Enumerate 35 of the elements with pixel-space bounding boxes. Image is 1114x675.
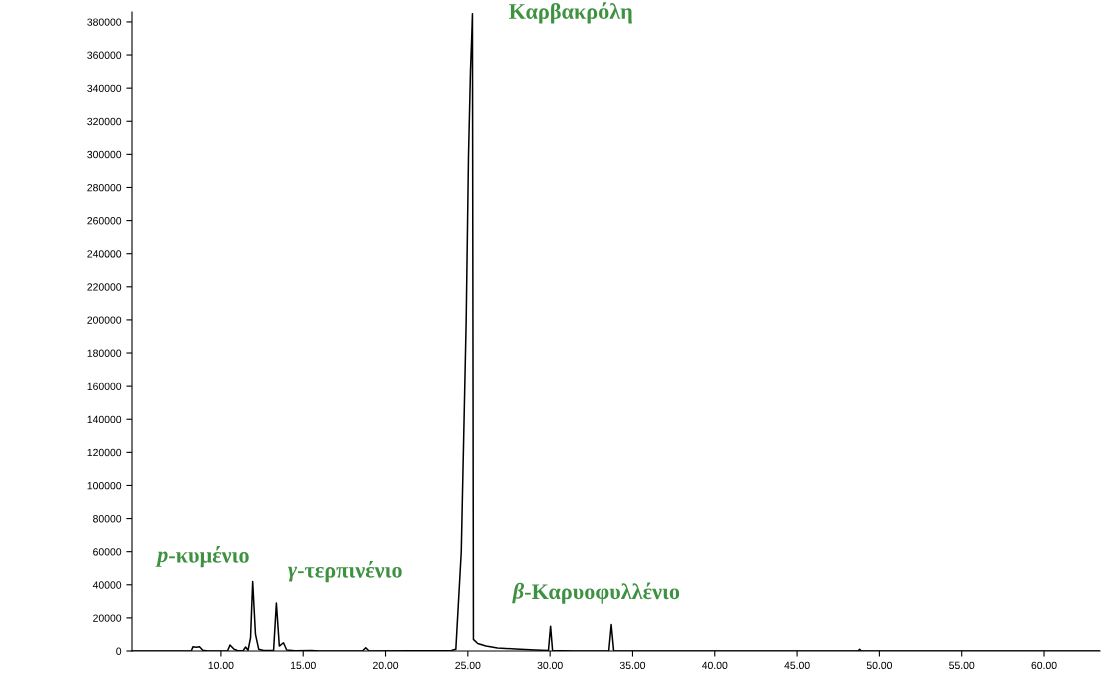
- x-tick-label: 30.00: [537, 661, 563, 670]
- y-tick-label: 240000: [87, 250, 122, 258]
- annotation: Καρβακρόλη: [509, 2, 632, 24]
- x-tick-label: 20.00: [373, 661, 399, 670]
- x-tick-label: 35.00: [619, 661, 646, 670]
- y-tick-label: 140000: [87, 415, 122, 424]
- y-tick-label: 0: [116, 647, 122, 655]
- y-tick-label: 220000: [87, 283, 122, 291]
- x-tick-label: 10.00: [208, 661, 234, 670]
- y-tick-label: 380000: [87, 18, 122, 26]
- y-tick-label: 100000: [87, 481, 122, 490]
- y-tick-label: 120000: [87, 448, 122, 457]
- x-tick-label: 45.00: [784, 661, 810, 670]
- y-tick-label: 40000: [92, 581, 122, 589]
- y-tick-label: 160000: [87, 382, 122, 391]
- y-tick-label: 340000: [87, 84, 122, 93]
- y-tick-label: 360000: [87, 51, 122, 59]
- x-tick-label: 25.00: [455, 661, 481, 670]
- y-tick-label: 20000: [93, 614, 122, 622]
- y-tick-label: 60000: [93, 548, 122, 556]
- x-tick-label: 50.00: [866, 661, 893, 670]
- annotation: γ-τερπινένιο: [288, 560, 402, 583]
- y-tick-label: 300000: [87, 150, 122, 159]
- y-tick-label: 260000: [87, 217, 122, 225]
- x-tick-label: 60.00: [1031, 661, 1057, 670]
- y-tick-label: 320000: [87, 117, 122, 126]
- x-tick-label: 40.00: [701, 661, 728, 670]
- y-tick-label: 80000: [93, 515, 122, 523]
- annotation: p-κυμένιο: [155, 546, 249, 568]
- x-tick-label: 55.00: [949, 661, 975, 670]
- y-tick-label: 280000: [87, 183, 122, 192]
- annotation: β-Καρυοφυλλένιο: [512, 582, 680, 604]
- y-tick-label: 200000: [87, 316, 122, 324]
- y-tick-label: 180000: [87, 349, 122, 357]
- x-tick-label: 15.00: [290, 661, 316, 670]
